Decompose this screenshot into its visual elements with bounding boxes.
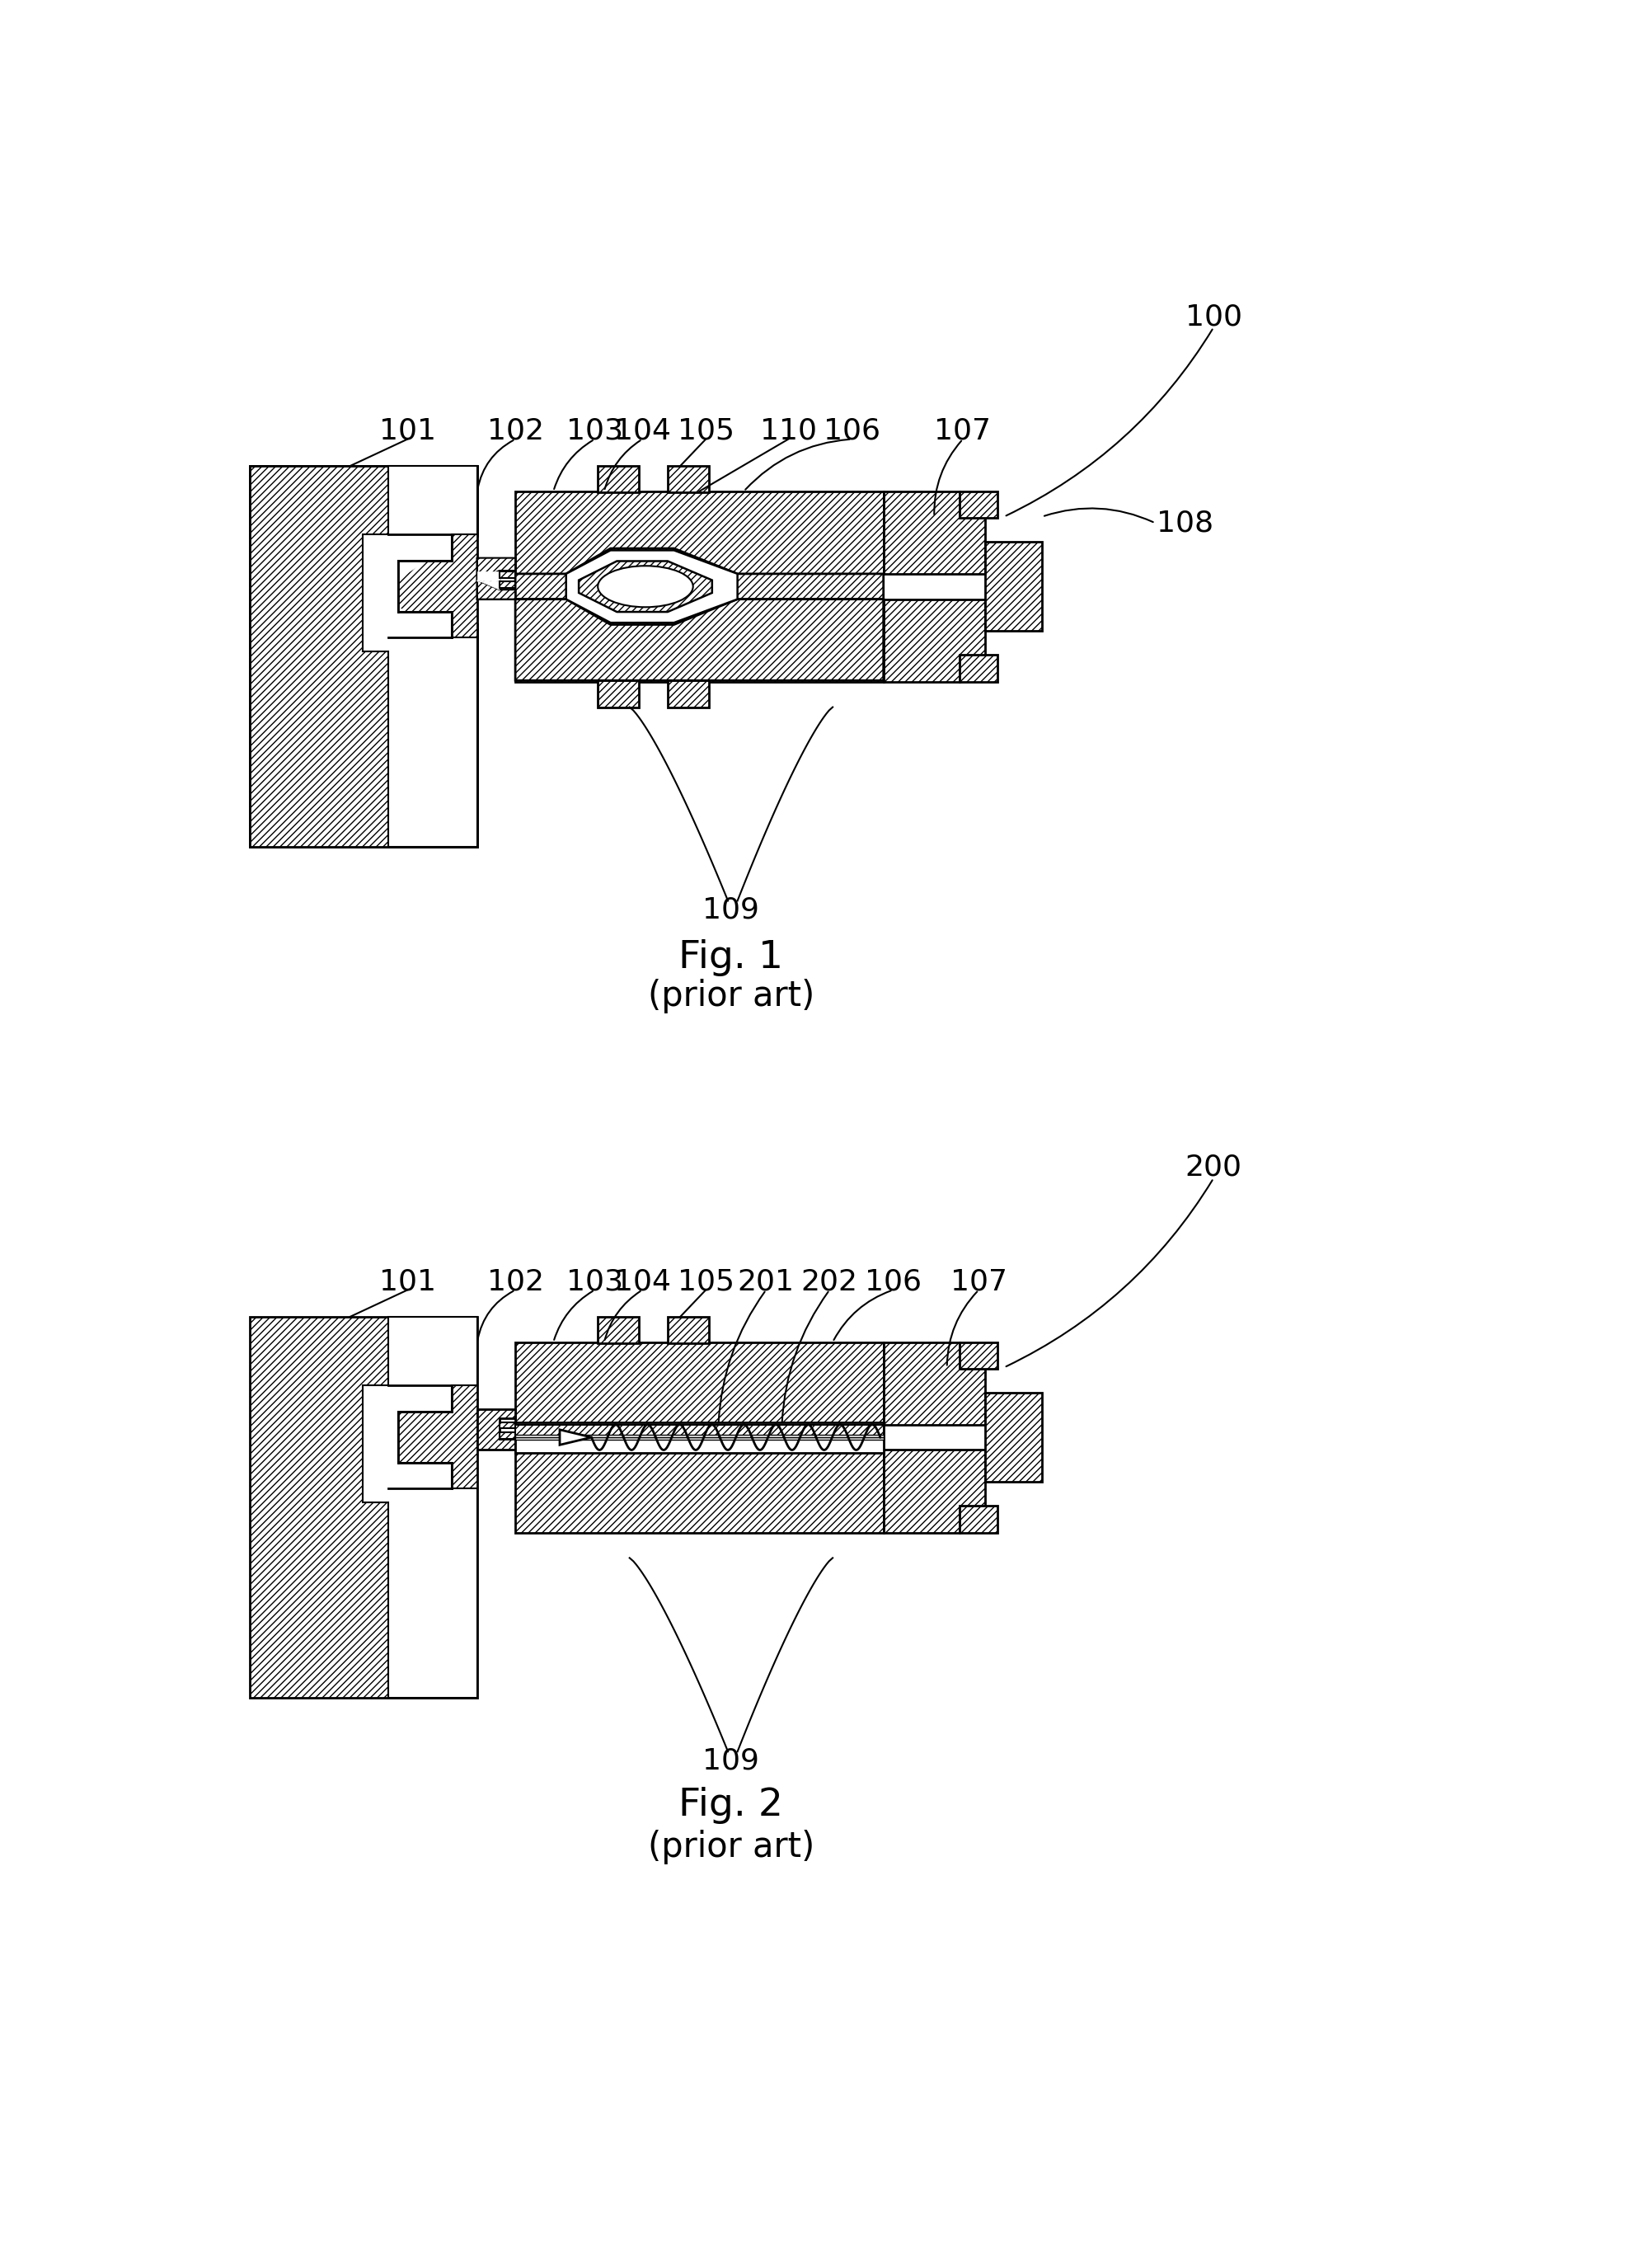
Polygon shape xyxy=(515,549,884,599)
Bar xyxy=(249,466,477,847)
Text: 103: 103 xyxy=(567,417,623,444)
Text: 102: 102 xyxy=(487,417,544,444)
Polygon shape xyxy=(477,572,499,581)
Bar xyxy=(515,1343,884,1424)
Polygon shape xyxy=(363,1316,477,1697)
Bar xyxy=(985,543,1042,630)
Bar xyxy=(249,1316,477,1697)
Text: 106: 106 xyxy=(823,417,881,444)
Text: 107: 107 xyxy=(950,1267,1008,1296)
Text: 104: 104 xyxy=(615,417,671,444)
Text: 103: 103 xyxy=(567,1267,623,1296)
Text: 105: 105 xyxy=(677,417,733,444)
Polygon shape xyxy=(515,599,884,682)
Polygon shape xyxy=(567,549,737,623)
Bar xyxy=(598,1316,639,1343)
Text: 109: 109 xyxy=(702,897,760,924)
Polygon shape xyxy=(578,560,712,612)
Bar xyxy=(499,572,515,578)
Text: Fig. 2: Fig. 2 xyxy=(679,1787,783,1825)
Bar xyxy=(499,581,515,587)
Polygon shape xyxy=(363,466,477,847)
Polygon shape xyxy=(477,1410,515,1451)
Ellipse shape xyxy=(598,565,694,608)
Polygon shape xyxy=(884,1343,985,1424)
Text: 104: 104 xyxy=(615,1267,671,1296)
Bar xyxy=(515,1435,884,1437)
Bar xyxy=(960,1343,998,1368)
Bar xyxy=(960,1507,998,1534)
Bar xyxy=(515,491,884,574)
Polygon shape xyxy=(884,491,985,574)
Text: 108: 108 xyxy=(1156,509,1213,538)
Bar xyxy=(499,1433,515,1439)
Text: Fig. 1: Fig. 1 xyxy=(679,939,783,978)
Bar xyxy=(598,682,639,706)
Polygon shape xyxy=(884,1451,985,1534)
Text: 106: 106 xyxy=(864,1267,922,1296)
Text: 201: 201 xyxy=(737,1267,795,1296)
Polygon shape xyxy=(408,626,426,650)
Bar xyxy=(515,1424,884,1437)
Text: 105: 105 xyxy=(677,1267,733,1296)
Text: 202: 202 xyxy=(801,1267,857,1296)
Bar xyxy=(515,1451,884,1534)
Polygon shape xyxy=(370,466,477,847)
Bar xyxy=(515,1437,884,1439)
Text: 101: 101 xyxy=(378,1267,436,1296)
Text: 109: 109 xyxy=(702,1747,760,1776)
Bar xyxy=(515,1421,884,1453)
Bar xyxy=(960,655,998,682)
Polygon shape xyxy=(408,534,426,560)
Bar xyxy=(499,1421,515,1428)
Text: 102: 102 xyxy=(487,1267,544,1296)
Polygon shape xyxy=(560,1430,591,1444)
Polygon shape xyxy=(477,581,499,590)
Polygon shape xyxy=(477,581,515,599)
Bar xyxy=(515,599,884,682)
Polygon shape xyxy=(477,558,515,581)
Text: 100: 100 xyxy=(1184,303,1242,330)
Bar xyxy=(598,466,639,493)
Bar xyxy=(667,1316,709,1343)
Polygon shape xyxy=(477,558,515,599)
Bar xyxy=(667,466,709,493)
Bar xyxy=(667,682,709,706)
Text: 101: 101 xyxy=(378,417,436,444)
Text: 107: 107 xyxy=(935,417,991,444)
Text: 200: 200 xyxy=(1184,1152,1242,1182)
Text: 110: 110 xyxy=(760,417,816,444)
Polygon shape xyxy=(249,466,477,847)
Text: (prior art): (prior art) xyxy=(648,980,814,1013)
Bar xyxy=(985,1392,1042,1482)
Text: (prior art): (prior art) xyxy=(648,1829,814,1863)
Bar xyxy=(960,491,998,518)
Polygon shape xyxy=(884,599,985,682)
